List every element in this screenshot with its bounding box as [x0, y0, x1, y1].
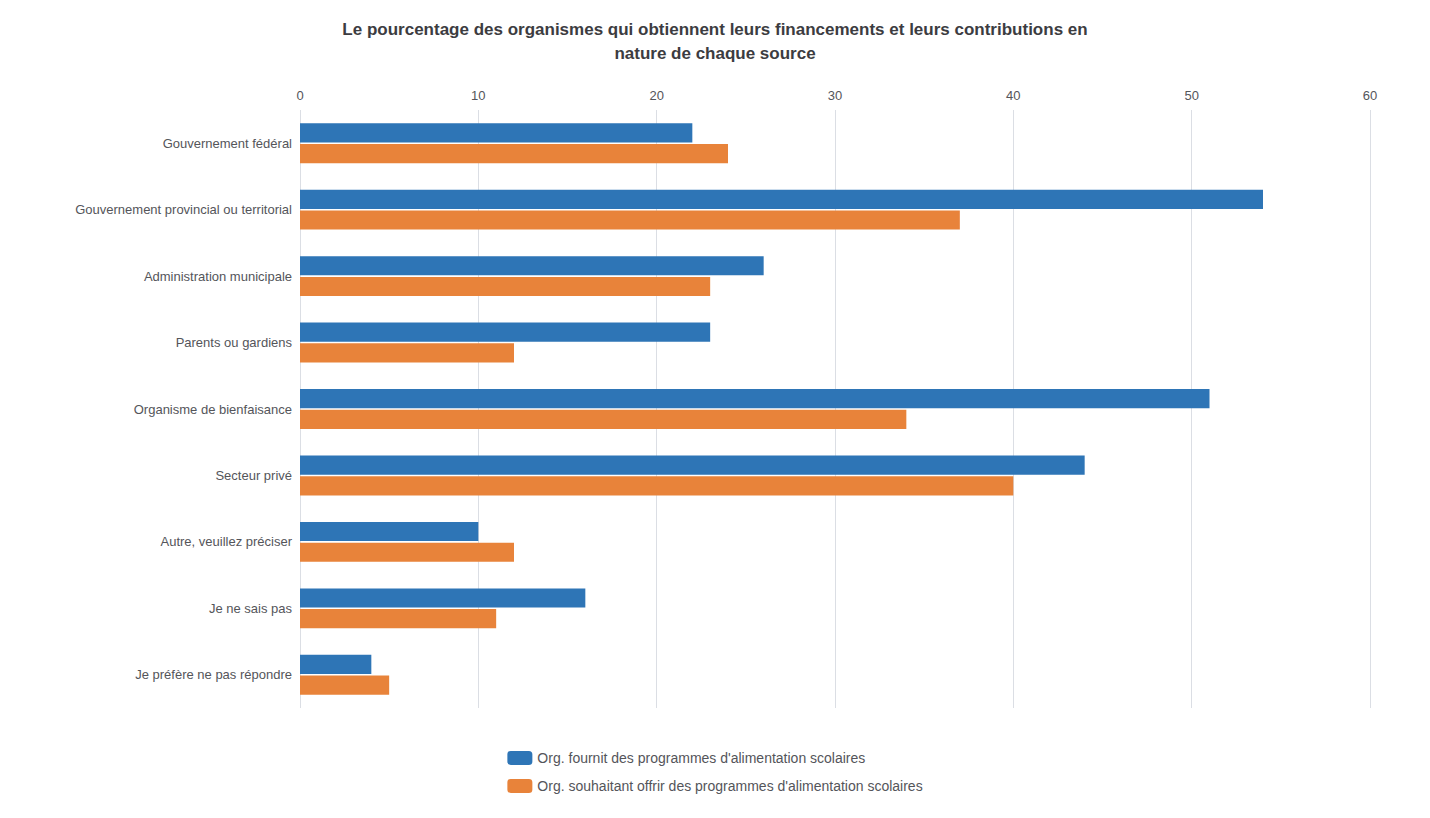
svg-text:Je ne sais pas: Je ne sais pas [209, 601, 293, 616]
svg-text:30: 30 [828, 88, 842, 103]
svg-text:nature de chaque source: nature de chaque source [614, 44, 815, 63]
svg-text:Parents ou gardiens: Parents ou gardiens [176, 335, 293, 350]
svg-text:Autre, veuillez préciser: Autre, veuillez préciser [161, 534, 293, 549]
svg-text:10: 10 [471, 88, 485, 103]
svg-text:Administration municipale: Administration municipale [144, 269, 292, 284]
svg-text:60: 60 [1363, 88, 1377, 103]
svg-text:Gouvernement provincial ou ter: Gouvernement provincial ou territorial [75, 202, 292, 217]
svg-text:Je préfère ne pas répondre: Je préfère ne pas répondre [135, 667, 292, 682]
svg-text:40: 40 [1006, 88, 1020, 103]
svg-text:Gouvernement fédéral: Gouvernement fédéral [163, 136, 292, 151]
svg-text:Le pourcentage des organismes: Le pourcentage des organismes qui obtien… [342, 20, 1087, 39]
svg-text:Org. souhaitant offrir des pro: Org. souhaitant offrir des programmes d'… [537, 778, 922, 794]
svg-text:50: 50 [1184, 88, 1198, 103]
svg-text:0: 0 [296, 88, 303, 103]
svg-text:Organisme de bienfaisance: Organisme de bienfaisance [134, 402, 292, 417]
svg-text:20: 20 [649, 88, 663, 103]
svg-text:Secteur privé: Secteur privé [215, 468, 292, 483]
svg-text:Org. fournit des programmes d': Org. fournit des programmes d'alimentati… [537, 750, 865, 766]
